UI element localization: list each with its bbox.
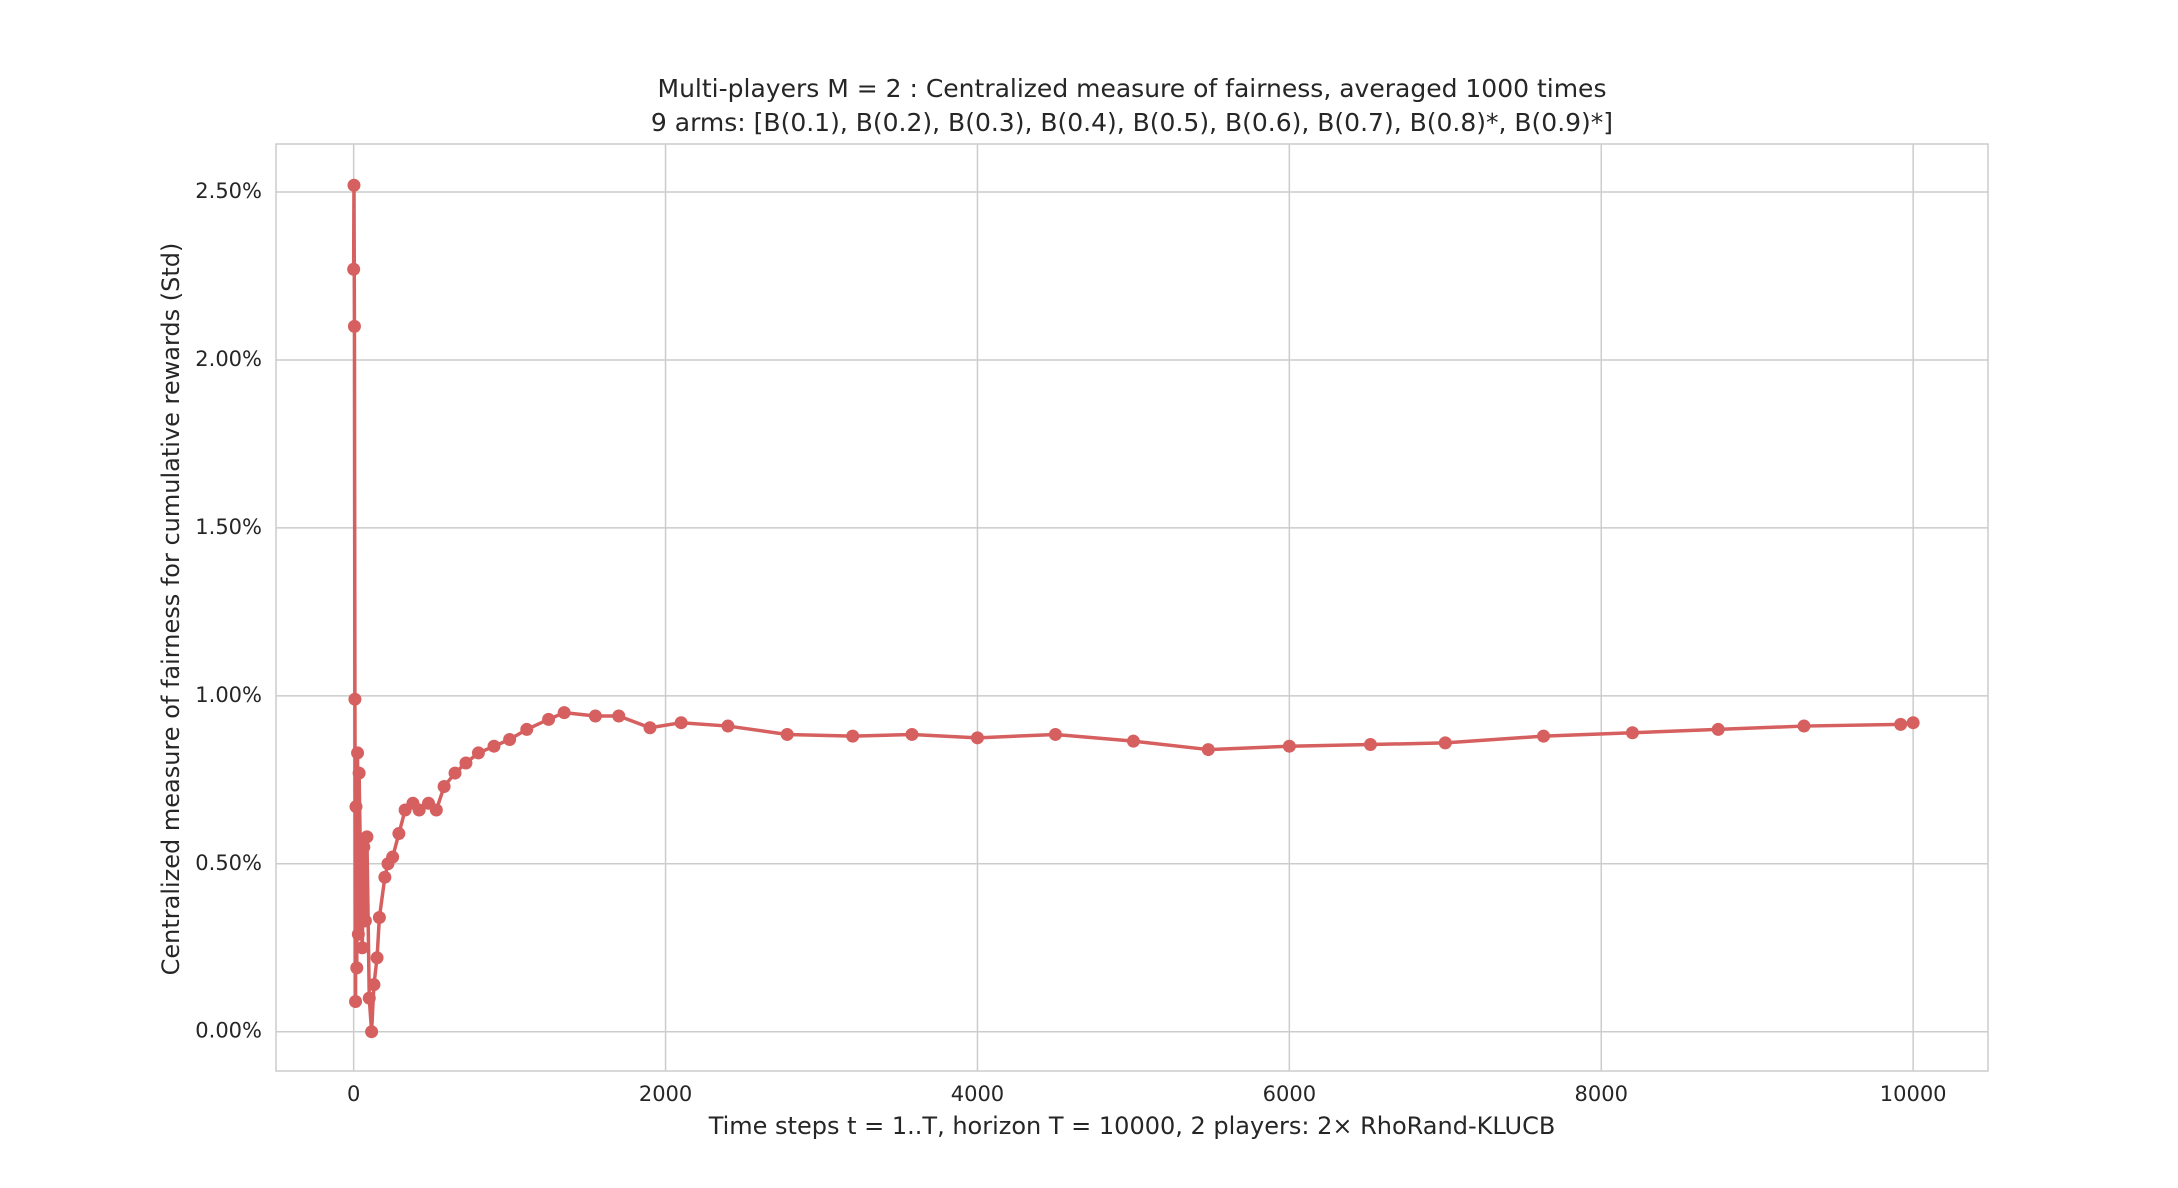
point (437, 780, 451, 794)
point (1048, 727, 1062, 741)
chart-title: Multi-players M = 2 : Centralized measur… (658, 74, 1607, 103)
point (350, 961, 364, 975)
point (905, 727, 919, 741)
point (347, 319, 361, 333)
y-tick-label: 1.00% (195, 683, 262, 707)
point (1201, 743, 1215, 757)
x-tick-label: 6000 (1263, 1082, 1316, 1106)
x-tick-label: 8000 (1575, 1082, 1628, 1106)
y-tick-label: 1.50% (195, 515, 262, 539)
point (365, 1025, 379, 1039)
point (542, 712, 556, 726)
point (349, 994, 363, 1008)
point (347, 262, 361, 276)
y-axis-label: Centralized measure of fairness for cumu… (157, 243, 185, 976)
point (846, 729, 860, 743)
point (351, 927, 365, 941)
point (348, 692, 362, 706)
point (471, 746, 485, 760)
point (367, 978, 381, 992)
point (459, 756, 473, 770)
point (362, 991, 376, 1005)
point (721, 719, 735, 733)
point (557, 706, 571, 720)
x-tick-label: 2000 (639, 1082, 692, 1106)
x-axis-label: Time steps t = 1..T, horizon T = 10000, … (708, 1112, 1556, 1140)
point (503, 732, 517, 746)
point (355, 941, 369, 955)
point (358, 914, 372, 928)
point (1625, 726, 1639, 740)
point (1438, 736, 1452, 750)
chart-subtitle: 9 arms: [B(0.1), B(0.2), B(0.3), B(0.4),… (651, 108, 1613, 137)
point (378, 870, 392, 884)
x-tick-label: 10000 (1880, 1082, 1947, 1106)
point (612, 709, 626, 723)
point (674, 716, 688, 730)
y-tick-label: 0.00% (195, 1019, 262, 1043)
point (357, 840, 371, 854)
y-tick-label: 2.00% (195, 347, 262, 371)
point (412, 803, 426, 817)
point (1797, 719, 1811, 733)
y-tick-label: 2.50% (195, 179, 262, 203)
point (970, 731, 984, 745)
point (386, 850, 400, 864)
point (351, 746, 365, 760)
point (429, 803, 443, 817)
plot-frame (275, 143, 1989, 1072)
point (588, 709, 602, 723)
point (1126, 734, 1140, 748)
point (643, 721, 657, 735)
point (360, 830, 374, 844)
point (352, 766, 366, 780)
point (1537, 729, 1551, 743)
y-tick-label: 0.50% (195, 851, 262, 875)
point (1894, 717, 1908, 731)
point (347, 178, 361, 192)
point (1906, 716, 1920, 730)
point (780, 727, 794, 741)
point (520, 722, 534, 736)
point (372, 911, 386, 925)
point (354, 867, 368, 881)
point (392, 827, 406, 841)
point (1282, 739, 1296, 753)
point (448, 766, 462, 780)
point (370, 951, 384, 965)
x-tick-label: 4000 (951, 1082, 1004, 1106)
point (1711, 722, 1725, 736)
point (349, 800, 363, 814)
grid (276, 144, 1988, 1071)
point (487, 739, 501, 753)
point (1363, 738, 1377, 752)
x-tick-label: 0 (347, 1082, 360, 1106)
